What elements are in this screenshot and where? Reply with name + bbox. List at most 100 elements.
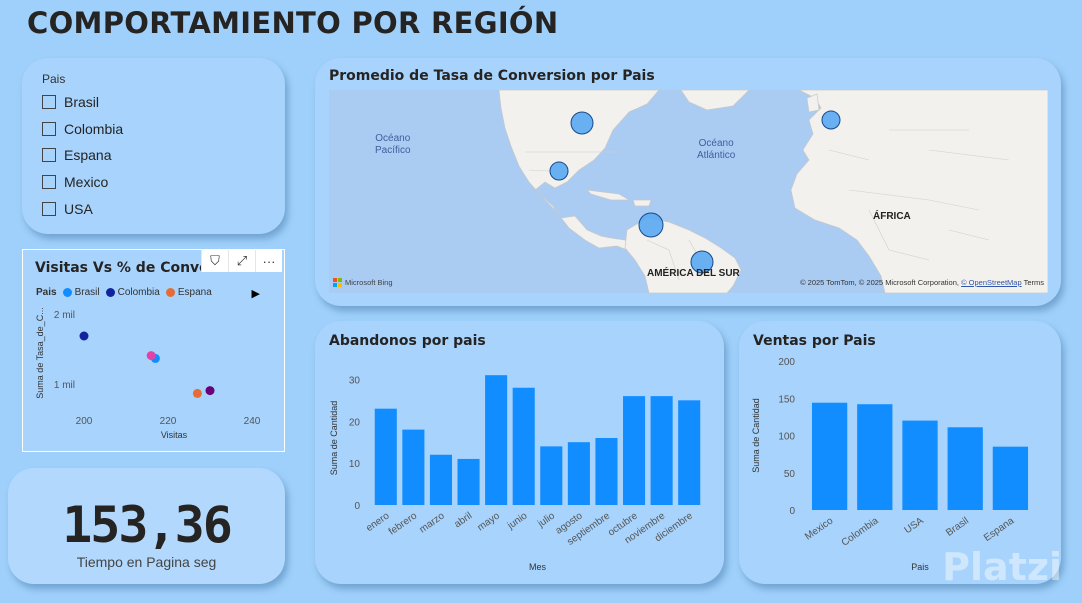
bar-septiembre[interactable] — [595, 438, 618, 505]
bar-julio[interactable] — [540, 446, 563, 505]
legend-item-colombia[interactable]: Colombia — [105, 287, 160, 298]
slicer-item-label: Colombia — [64, 121, 124, 137]
checkbox[interactable] — [42, 122, 56, 136]
bar-marzo[interactable] — [429, 454, 452, 505]
checkbox[interactable] — [42, 202, 56, 216]
x-tick-label: 220 — [160, 416, 177, 427]
slicer-item-label: Espana — [64, 147, 112, 163]
y-tick-label: 200 — [778, 357, 795, 368]
microsoft-logo-icon — [333, 278, 342, 287]
bar-mayo[interactable] — [485, 375, 508, 505]
bar-USA[interactable] — [902, 420, 938, 510]
map-bubble-usa[interactable] — [570, 111, 594, 135]
platzi-watermark: Platzi — [942, 545, 1062, 589]
x-tick-label: junio — [505, 510, 530, 532]
bar-enero[interactable] — [374, 408, 397, 505]
y-tick-label: 0 — [789, 506, 795, 517]
slicer-item-espana[interactable]: Espana — [42, 146, 111, 164]
legend-item-espana[interactable]: Espana — [165, 287, 212, 298]
slicer-item-usa[interactable]: USA — [42, 200, 93, 218]
y-axis-title: Suma de Cantidad — [751, 398, 761, 473]
ventas-chart: 0 50 100 150 200 Mexico Colombia USA Brasil Espan… — [751, 357, 1029, 572]
y-axis-title: Suma de Tasa_de_C... — [35, 307, 45, 398]
scatter-point-mexico[interactable] — [146, 351, 156, 361]
terms-link[interactable]: Terms — [1021, 278, 1044, 287]
x-tick-label: Brasil — [944, 515, 971, 538]
kpi-value: 153,36 — [62, 496, 233, 554]
x-tick-label: 200 — [76, 416, 93, 427]
ocean-label-line: Pacífico — [375, 145, 411, 156]
slicer-item-brasil[interactable]: Brasil — [42, 93, 99, 111]
legend-item-brasil[interactable]: Brasil — [62, 287, 100, 298]
bar-febrero[interactable] — [402, 429, 425, 505]
legend-dot — [62, 288, 72, 297]
osm-link[interactable]: © OpenStreetMap — [961, 278, 1022, 287]
scatter-visual[interactable]: Visitas Vs % de Conversi ⛉ ⤢ ··· Pais Br… — [22, 249, 285, 452]
scatter-legend: Pais Brasil Colombia Espana — [36, 287, 218, 298]
greenland-shape — [680, 90, 750, 111]
y-tick-label: 0 — [354, 501, 360, 512]
legend-label: Colombia — [117, 287, 160, 298]
map-bubble-brasil[interactable] — [690, 250, 714, 274]
slicer-item-colombia[interactable]: Colombia — [42, 120, 123, 138]
checkbox[interactable] — [42, 148, 56, 162]
abandonos-card[interactable]: Abandonos por pais 0 10 20 30 enero febrero ma… — [315, 321, 724, 584]
south-america-label: AMÉRICA DEL SUR — [647, 268, 740, 279]
ventas-card[interactable]: Ventas por Pais 0 50 100 150 200 Mexico Colomb… — [739, 321, 1061, 584]
bar-junio[interactable] — [512, 387, 535, 505]
visual-header: ⛉ ⤢ ··· — [201, 250, 282, 272]
bar-noviembre[interactable] — [650, 396, 673, 505]
slicer-item-mexico[interactable]: Mexico — [42, 173, 108, 191]
map-bubble-mexico[interactable] — [549, 161, 569, 181]
more-options-icon[interactable]: ··· — [255, 250, 282, 272]
map-bubble-espana[interactable] — [821, 110, 841, 130]
x-axis-title: Pais — [911, 562, 929, 572]
bar-abril[interactable] — [457, 458, 480, 505]
x-tick-label: USA — [903, 515, 926, 536]
credit-prefix: © 2025 TomTom, © 2025 Microsoft Corporat… — [800, 278, 962, 287]
checkbox[interactable] — [42, 95, 56, 109]
map-card: Promedio de Tasa de Conversion por Pais — [315, 58, 1061, 306]
bar-Brasil[interactable] — [947, 427, 983, 510]
legend-dot — [105, 288, 115, 297]
scatter-title: Visitas Vs % de Conversi — [35, 260, 205, 276]
legend-label: Espana — [177, 287, 212, 298]
map-canvas[interactable]: Océano Pacífico Océano Atlántico ÁFRICA … — [329, 90, 1048, 293]
legend-next-icon[interactable]: ▶ — [251, 288, 260, 300]
abandonos-title: Abandonos por pais — [329, 333, 486, 349]
filter-icon[interactable]: ⛉ — [201, 250, 228, 272]
map-bubble-colombia[interactable] — [638, 212, 664, 238]
bar-Espana[interactable] — [992, 446, 1029, 510]
bar-diciembre[interactable] — [678, 400, 701, 505]
bar-Colombia[interactable] — [857, 404, 893, 510]
bing-logo: Microsoft Bing — [333, 278, 393, 287]
scatter-point-usa[interactable] — [205, 386, 215, 396]
map-land — [498, 90, 1048, 293]
slicer-item-label: Brasil — [64, 94, 100, 110]
scatter-point-espana[interactable] — [192, 388, 202, 398]
focus-mode-icon[interactable]: ⤢ — [228, 250, 255, 272]
bar-Mexico[interactable] — [811, 402, 848, 510]
scatter-point-colombia[interactable] — [79, 331, 89, 341]
y-axis-title: Suma de Cantidad — [329, 401, 339, 476]
hispaniola-shape — [632, 199, 652, 207]
eurasia-africa-shape — [790, 90, 1048, 293]
x-tick-label: abril — [452, 510, 474, 530]
x-tick-label: marzo — [418, 510, 447, 535]
slicer-title: Pais — [42, 72, 66, 86]
y-tick-label: 1 mil — [54, 380, 75, 391]
country-slicer: Pais Brasil Colombia Espana Mexico USA — [22, 58, 285, 234]
ocean-label-line: Océano — [698, 138, 734, 149]
legend-label: Brasil — [74, 287, 100, 298]
y-tick-label: 50 — [784, 469, 796, 480]
ocean-atlantic-label: Océano Atlántico — [697, 138, 735, 162]
ventas-title: Ventas por Pais — [753, 333, 876, 349]
legend-title: Pais — [36, 287, 57, 298]
y-tick-label: 2 mil — [54, 310, 75, 321]
x-axis-title: Mes — [529, 562, 547, 572]
x-tick-label: Colombia — [840, 515, 881, 548]
bar-octubre[interactable] — [623, 396, 646, 505]
checkbox[interactable] — [42, 175, 56, 189]
scatter-plot: 1 mil 2 mil 200 220 240 Visitas Suma de Tasa_d… — [35, 307, 261, 440]
bar-agosto[interactable] — [567, 442, 590, 505]
